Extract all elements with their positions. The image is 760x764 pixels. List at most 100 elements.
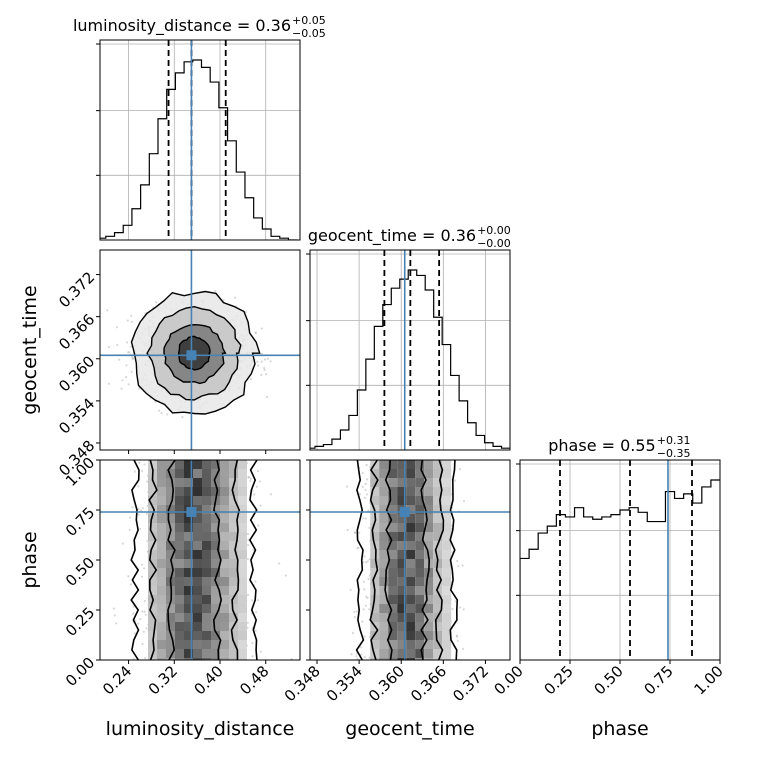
scatter-point (266, 396, 268, 398)
density-cell (406, 622, 415, 631)
scatter-point (457, 640, 459, 642)
panel-frame (100, 40, 300, 240)
scatter-point (122, 542, 124, 544)
density-cell (193, 577, 202, 586)
density-cell (202, 631, 211, 640)
hist-panel-geocent_time: geocent_time = 0.36+0.00−0.00 (306, 224, 511, 450)
scatter-point (146, 627, 148, 629)
density-cell (442, 460, 451, 469)
scatter-point (129, 529, 131, 531)
panel-title-plus: +0.31 (657, 434, 691, 447)
scatter-point (255, 331, 257, 333)
scatter-point (146, 481, 148, 483)
density-cell (442, 478, 451, 487)
scatter-point (247, 533, 249, 535)
density-cell (220, 604, 229, 613)
density-cell (406, 541, 415, 550)
scatter-point (270, 360, 272, 362)
contour-level (357, 460, 364, 660)
scatter-point (125, 364, 127, 366)
scatter-point (134, 632, 136, 634)
scatter-point (247, 558, 249, 560)
density-cell (424, 469, 433, 478)
density-cell (166, 514, 175, 523)
density-cell (220, 541, 229, 550)
scatter-point (138, 508, 140, 510)
scatter-point (362, 561, 364, 563)
density-cell (175, 541, 184, 550)
scatter-point (364, 635, 366, 637)
density-cell (157, 532, 166, 541)
density-cell (379, 604, 388, 613)
density-cell (193, 586, 202, 595)
density-cell (370, 532, 379, 541)
scatter-point (360, 646, 362, 648)
scatter-point (132, 606, 134, 608)
density-cell (379, 631, 388, 640)
density-cell (193, 460, 202, 469)
density-cell (202, 586, 211, 595)
panel-title-minus: −0.35 (657, 447, 691, 460)
density-cell (157, 568, 166, 577)
scatter-point (146, 513, 148, 515)
density-cell (238, 577, 247, 586)
scatter-point (347, 529, 349, 531)
density-cell (442, 586, 451, 595)
density-cell (379, 541, 388, 550)
density-cell (175, 577, 184, 586)
density-cell (220, 496, 229, 505)
scatter-point (352, 632, 354, 634)
scatter-point (459, 606, 461, 608)
density-cell (406, 577, 415, 586)
density-cell (379, 658, 388, 667)
scatter-point (367, 578, 369, 580)
density-cell (442, 604, 451, 613)
scatter-point (125, 376, 127, 378)
density-cell (175, 658, 184, 667)
density-cell (415, 550, 424, 559)
density-cell (175, 640, 184, 649)
density-cell (229, 658, 238, 667)
density-cell (175, 523, 184, 532)
density-cell (157, 514, 166, 523)
density-cell (238, 649, 247, 658)
scatter-point (353, 611, 355, 613)
density-cell (175, 649, 184, 658)
scatter-point (214, 290, 216, 292)
scatter-point (365, 561, 367, 563)
scatter-point (257, 470, 259, 472)
panel-geocent_time-phase (306, 459, 510, 667)
density-cell (193, 658, 202, 667)
panel-luminosity_distance-phase (96, 459, 300, 667)
scatter-point (253, 494, 255, 496)
scatter-point (257, 599, 259, 601)
scatter-point (144, 611, 146, 613)
density-cell (238, 658, 247, 667)
density-cell (202, 622, 211, 631)
density-cell (202, 613, 211, 622)
scatter-point (116, 344, 118, 346)
density-cell (415, 559, 424, 568)
scatter-point (456, 635, 458, 637)
panel-title-main: geocent_time = 0.36 (308, 226, 476, 246)
density-cell (442, 568, 451, 577)
density-cell (220, 460, 229, 469)
density-cell (175, 487, 184, 496)
density-cell (406, 550, 415, 559)
density-cell (415, 541, 424, 550)
scatter-point (249, 480, 251, 482)
scatter-point (138, 514, 140, 516)
density-cell (202, 469, 211, 478)
scatter-point (247, 544, 249, 546)
density-cell (406, 613, 415, 622)
density-cell (157, 460, 166, 469)
scatter-point (361, 621, 363, 623)
scatter-point (366, 493, 368, 495)
scatter-point (355, 655, 357, 657)
density-cell (238, 631, 247, 640)
scatter-point (454, 480, 456, 482)
density-cell (238, 496, 247, 505)
density-cell (388, 586, 397, 595)
density-cell (202, 595, 211, 604)
